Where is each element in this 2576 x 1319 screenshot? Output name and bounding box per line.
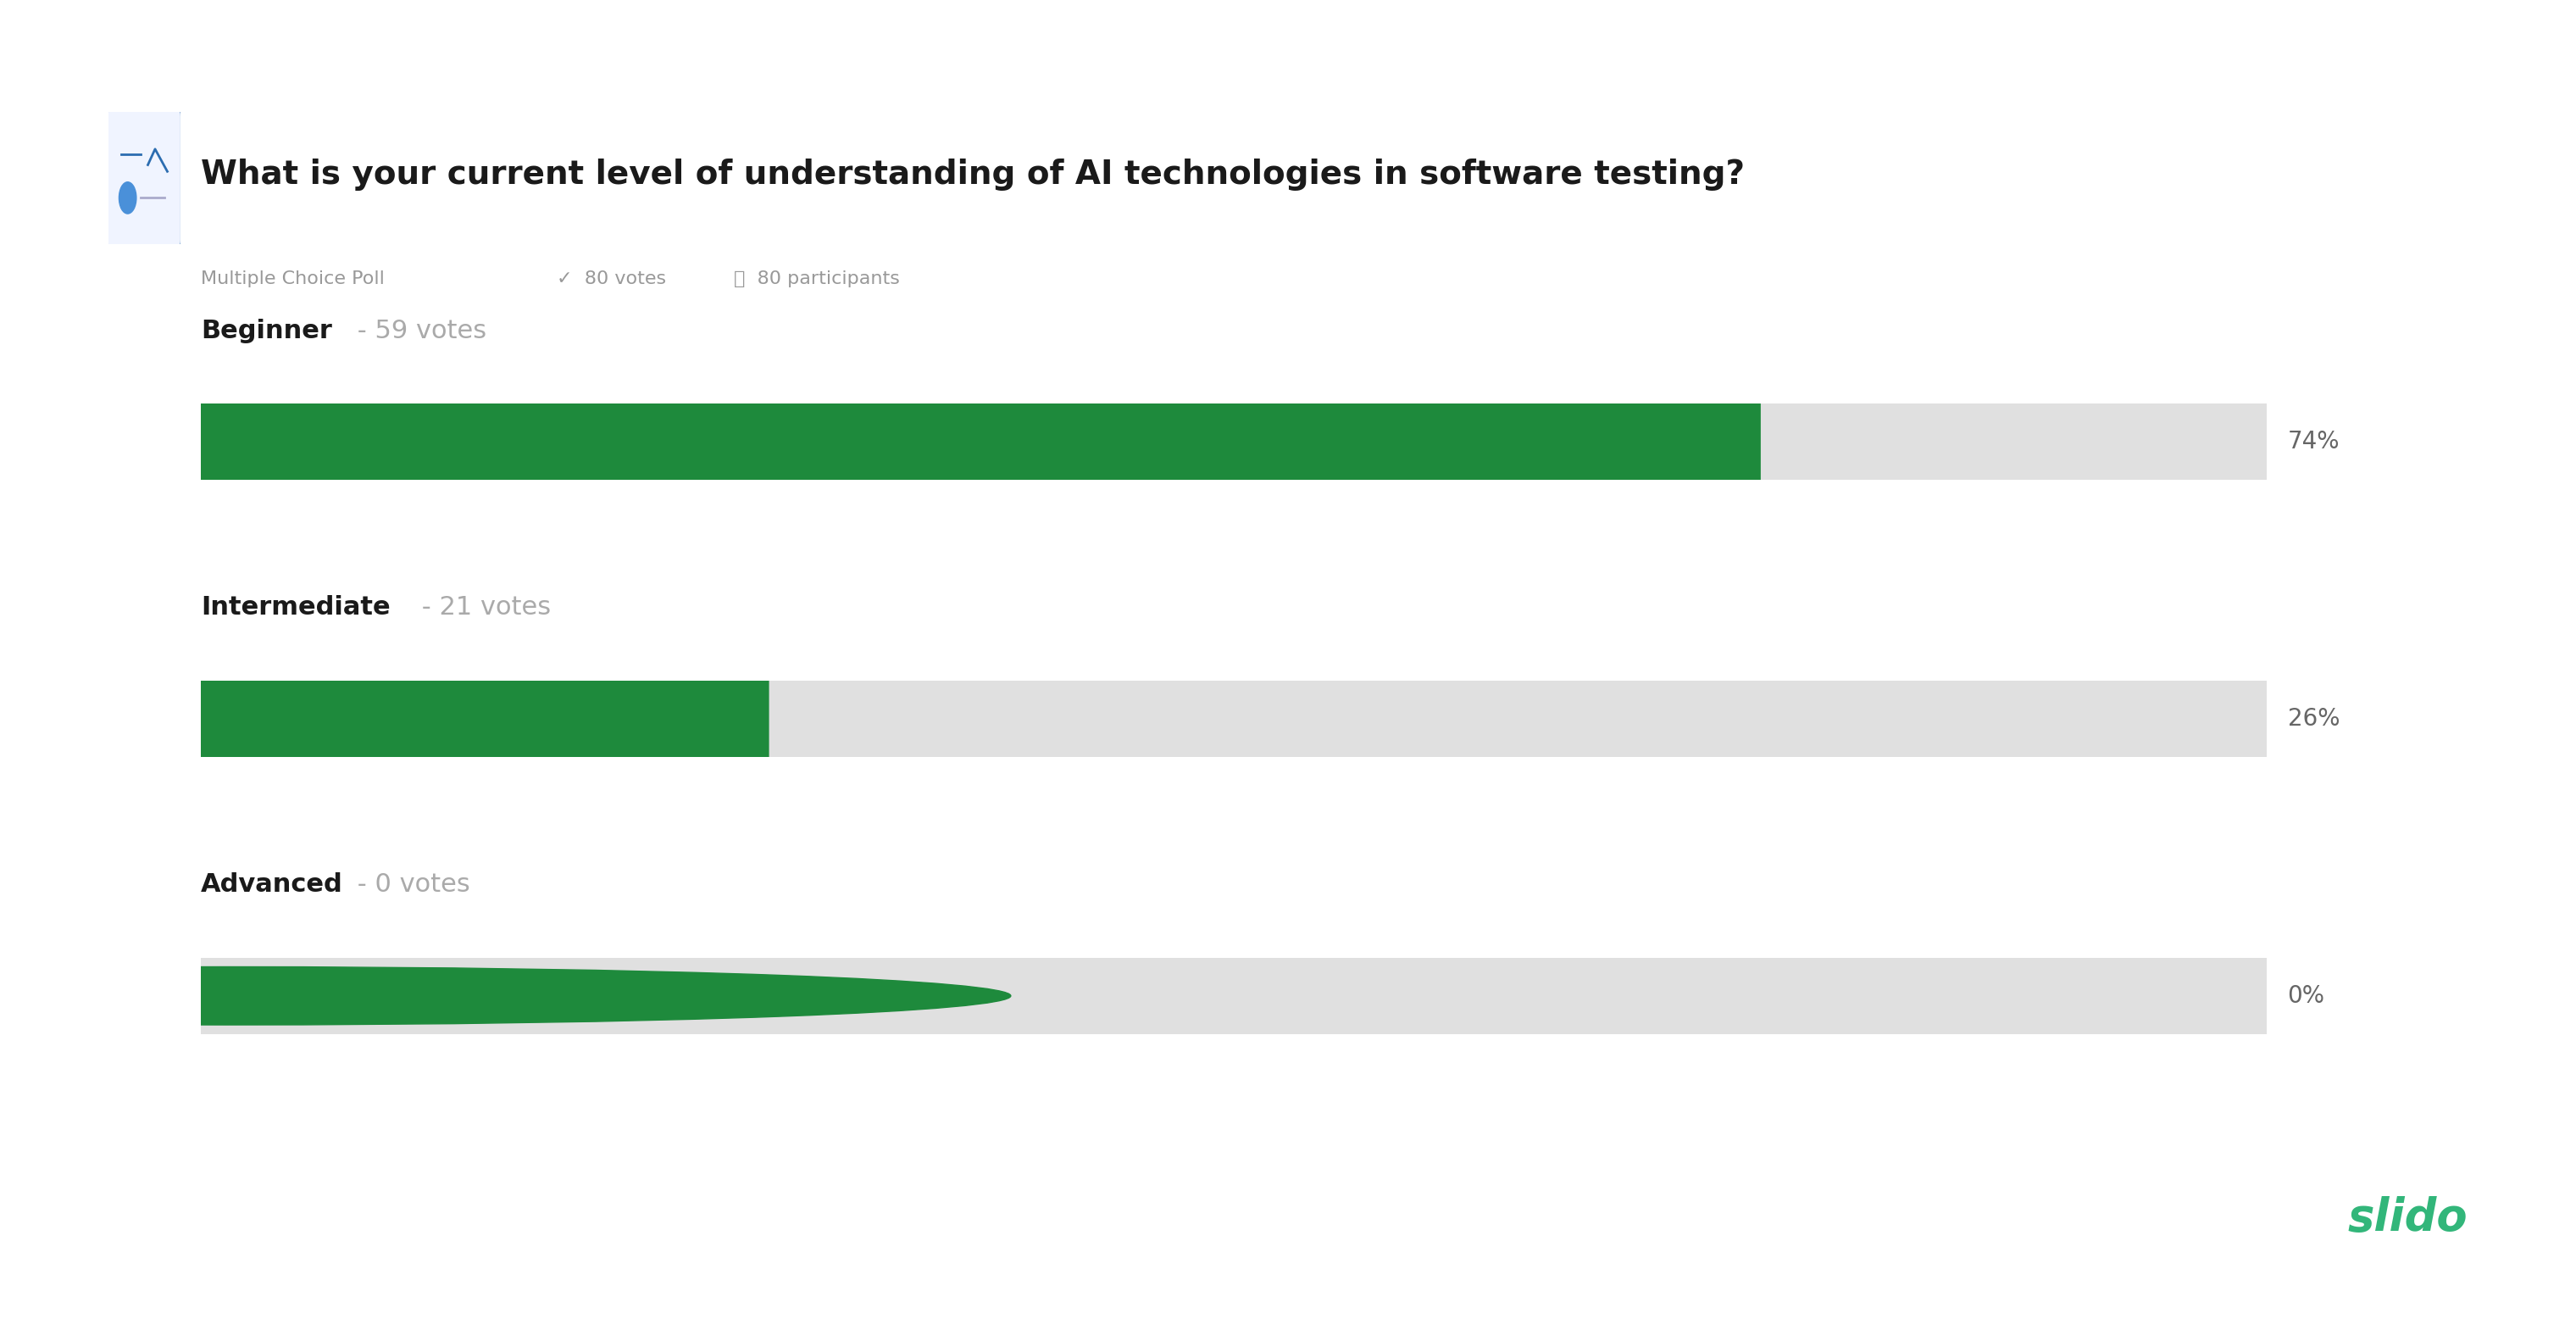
Text: ✓  80 votes: ✓ 80 votes <box>556 270 665 288</box>
FancyBboxPatch shape <box>170 956 2298 1035</box>
FancyBboxPatch shape <box>170 679 2298 758</box>
FancyBboxPatch shape <box>106 106 183 251</box>
Circle shape <box>0 967 1010 1025</box>
Text: 26%: 26% <box>2287 707 2339 731</box>
Circle shape <box>118 182 137 214</box>
Text: 74%: 74% <box>2287 430 2339 454</box>
FancyBboxPatch shape <box>170 679 770 758</box>
Text: - 0 votes: - 0 votes <box>350 872 471 897</box>
Text: Beginner: Beginner <box>201 318 332 343</box>
Text: Multiple Choice Poll: Multiple Choice Poll <box>201 270 384 288</box>
Text: Advanced: Advanced <box>201 872 343 897</box>
Text: - 21 votes: - 21 votes <box>412 595 551 620</box>
FancyBboxPatch shape <box>170 402 2298 481</box>
Text: - 59 votes: - 59 votes <box>350 318 487 343</box>
Text: 👥  80 participants: 👥 80 participants <box>734 270 899 288</box>
Text: What is your current level of understanding of AI technologies in software testi: What is your current level of understand… <box>201 158 1744 190</box>
Text: 0%: 0% <box>2287 984 2324 1008</box>
Text: Intermediate: Intermediate <box>201 595 392 620</box>
Text: slido: slido <box>2347 1196 2468 1240</box>
FancyBboxPatch shape <box>170 402 1762 481</box>
